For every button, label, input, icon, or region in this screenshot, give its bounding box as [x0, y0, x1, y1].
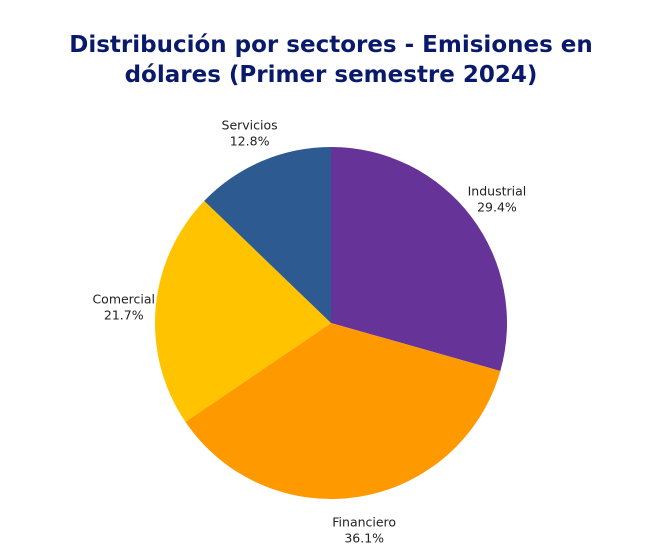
chart-title: Distribución por sectores - Emisiones en…: [0, 30, 662, 90]
pie-slice-industrial: [331, 147, 507, 372]
pie-slice-comercial: [154, 200, 331, 422]
pie-slice-servicios: [204, 147, 331, 323]
pie-labels: Industrial 29.4%Financiero 36.1%Comercial 2…: [92, 118, 526, 546]
slice-value-label: 12.8%: [230, 134, 270, 149]
slice-label-industrial: Industrial 29.4%: [468, 184, 527, 215]
slice-label-servicios: Servicios 12.8%: [222, 118, 278, 149]
pie-slice-financiero: [185, 323, 501, 500]
slice-label-comercial: Comercial 21.7%: [92, 291, 155, 322]
chart-title-line-1: Distribución por sectores - Emisiones en: [69, 32, 593, 58]
slice-value-label: 21.7%: [104, 307, 144, 322]
slice-label-financiero: Financiero 36.1%: [332, 514, 396, 545]
slice-category-label: Financiero: [332, 514, 396, 529]
slice-value-label: 29.4%: [477, 200, 517, 215]
slice-category-label: Industrial: [468, 184, 527, 199]
slice-value-label: 36.1%: [344, 530, 384, 545]
pie-slices: [154, 147, 507, 500]
slice-category-label: Servicios: [222, 118, 278, 133]
slice-category-label: Comercial: [92, 291, 155, 306]
chart-title-line-2: dólares (Primer semestre 2024): [124, 62, 538, 88]
